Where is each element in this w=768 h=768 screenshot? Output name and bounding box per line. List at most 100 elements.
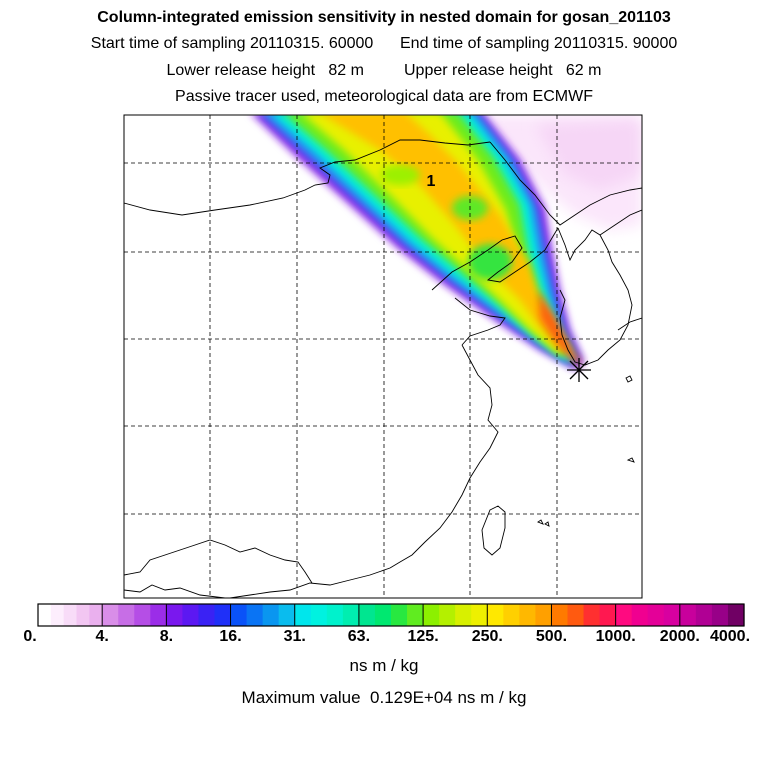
end-time: End time of sampling 20110315. 90000 (400, 35, 678, 52)
map-frame (123, 114, 643, 599)
border-southwest (124, 539, 313, 584)
colorbar-cell (647, 604, 665, 626)
colorbar-cell (407, 604, 424, 626)
colorbar-cell (118, 604, 135, 626)
colorbar-cell (663, 604, 681, 626)
plume-red-core (538, 290, 582, 364)
colorbar-cell (374, 604, 392, 626)
border-vietnam (124, 584, 226, 598)
colorbar-cell (631, 604, 649, 626)
plot-title: Column-integrated emission sensitivity i… (97, 9, 671, 26)
colorbar-cell (134, 604, 151, 626)
plume (253, 115, 584, 370)
colorbar-cell (182, 604, 200, 626)
coast-korea (557, 227, 633, 366)
colorbar-tick-label: 16. (219, 628, 242, 645)
colorbar-cell (519, 604, 537, 626)
coast-korea-east (599, 209, 642, 236)
sampling-times: Start time of sampling 20110315. 60000 E… (0, 34, 768, 54)
colorbar-cell (50, 604, 65, 626)
colorbar-cell (551, 604, 569, 626)
colorbar-tick-label: 0. (23, 628, 37, 645)
colorbar (38, 604, 745, 626)
colorbar-cell (230, 604, 248, 626)
lower-height: Lower release height 82 m (166, 62, 364, 79)
release-heights: Lower release height 82 m Upper release … (0, 61, 768, 81)
faint-sensitivity-region-2 (535, 120, 640, 190)
taiwan (481, 505, 506, 556)
colorbar-tick-label: 8. (159, 628, 174, 645)
coastlines (124, 139, 642, 598)
start-time: Start time of sampling 20110315. 60000 (90, 35, 374, 52)
colorbar-cell (63, 604, 78, 626)
colorbar-cell (599, 604, 617, 626)
island-small-2 (626, 457, 635, 463)
coast-south-china (229, 567, 391, 598)
colorbar-cell (166, 604, 184, 626)
colorbar-frame (37, 603, 745, 627)
colorbar-cell (214, 604, 232, 626)
colorbar-cell (503, 604, 520, 626)
japan-kyushu (617, 317, 642, 331)
colorbar-cell (695, 604, 713, 626)
colorbar-cell (310, 604, 328, 626)
border-north (489, 141, 642, 226)
colorbar-cell (150, 604, 167, 626)
colorbar-cell (679, 604, 697, 626)
colorbar-cell (102, 604, 119, 626)
colorbar-cell (76, 604, 90, 626)
colorbar-cell (198, 604, 216, 626)
release-site-star-icon (567, 358, 591, 382)
tracer-info: Passive tracer used, meteorological data… (175, 88, 593, 105)
colorbar-cell (535, 604, 553, 626)
colorbar-cell (262, 604, 280, 626)
maximum-value-label: Maximum value 0.129E+04 ns m / kg (241, 688, 527, 707)
colorbar-tick-label: 1000. (595, 628, 636, 645)
colorbar-cell (711, 604, 729, 626)
colorbar-cell (471, 604, 488, 626)
colorbar-cell (567, 604, 585, 626)
colorbar-tick-label: 125. (407, 628, 439, 645)
lat-lon-grid (124, 115, 642, 598)
colorbar-major-separators (101, 604, 681, 626)
coast-china-east (389, 344, 499, 569)
plume-yellow-core (303, 115, 566, 352)
plume-green-patch (380, 165, 420, 185)
colorbar-cell (455, 604, 472, 626)
colorbar-cell (38, 604, 52, 626)
colorbar-cell (358, 604, 376, 626)
plume-orange-core (322, 115, 570, 352)
colorbar-cell (342, 604, 360, 626)
colorbar-tick-label: 4. (95, 628, 109, 645)
colorbar-cell (439, 604, 456, 626)
colorbar-cell (326, 604, 344, 626)
plume-annotation-label: 1 (427, 173, 436, 190)
colorbar-cell (727, 604, 745, 626)
map-panel: 1 (124, 115, 642, 598)
colorbar-tick-label: 250. (471, 628, 503, 645)
colorbar-cell (487, 604, 504, 626)
mongolia-border (124, 139, 491, 216)
plume-green-patch (468, 244, 512, 280)
colorbar-cell (615, 604, 633, 626)
colorbar-cell (278, 604, 296, 626)
island-small-4 (544, 521, 550, 527)
colorbar-tick-label: 500. (535, 628, 568, 645)
colorbar-cell (246, 604, 264, 626)
upper-height: Upper release height 62 m (404, 62, 602, 79)
colorbar-tick-label: 4000. (709, 628, 751, 645)
colorbar-cell (391, 604, 408, 626)
colorbar-cell (89, 604, 103, 626)
island-small-3 (537, 519, 544, 525)
colorbar-tick-label: 2000. (659, 628, 700, 645)
island-small-1 (625, 375, 633, 383)
colorbar-cell (423, 604, 440, 626)
colorbar-tick-label: 31. (283, 628, 306, 645)
colorbar-cell (583, 604, 601, 626)
coast-shandong (454, 297, 506, 346)
coast-bohai (431, 227, 559, 291)
colorbar-units: ns m / kg (349, 656, 419, 675)
colorbar-tick-label: 63. (347, 628, 371, 645)
colorbar-cell (294, 604, 312, 626)
